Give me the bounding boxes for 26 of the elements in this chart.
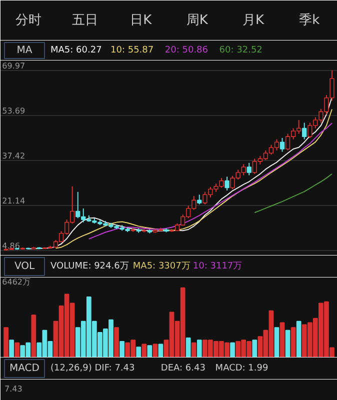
- y-tick-label: 4.86: [2, 241, 20, 250]
- text: MA5: 3307万: [132, 262, 190, 272]
- text: (12,26,9) DIF: 7.43: [50, 364, 135, 374]
- text: 日K: [130, 13, 152, 28]
- text: 五日: [72, 13, 98, 28]
- text: 周K: [186, 13, 208, 28]
- legend-title: VOL: [14, 261, 35, 272]
- chart-title: VOLUME: 924.6万: [50, 262, 129, 272]
- text: 10: 3117万: [192, 262, 242, 272]
- text: DEA: 6.43: [160, 364, 206, 374]
- text: 10: 55.87: [110, 46, 154, 56]
- legend-title: MA: [16, 45, 32, 56]
- y-tick-label: 37.42: [2, 151, 26, 160]
- text: 季k: [299, 13, 320, 28]
- text: MACD: 1.99: [215, 364, 268, 374]
- legend-title: MACD: [10, 363, 40, 374]
- y-tick-label: 21.14: [2, 196, 26, 206]
- y-tick-label: 53.69: [2, 106, 26, 116]
- text: MA5: 60.27: [50, 46, 102, 56]
- text: 分时: [16, 13, 42, 28]
- text: 7.43: [4, 384, 22, 394]
- y-tick-label: 69.97: [2, 61, 26, 70]
- text: 20: 50.86: [164, 46, 208, 56]
- text: 月K: [242, 13, 264, 28]
- text: 60: 32.52: [219, 46, 262, 56]
- text: 6462万: [2, 278, 31, 286]
